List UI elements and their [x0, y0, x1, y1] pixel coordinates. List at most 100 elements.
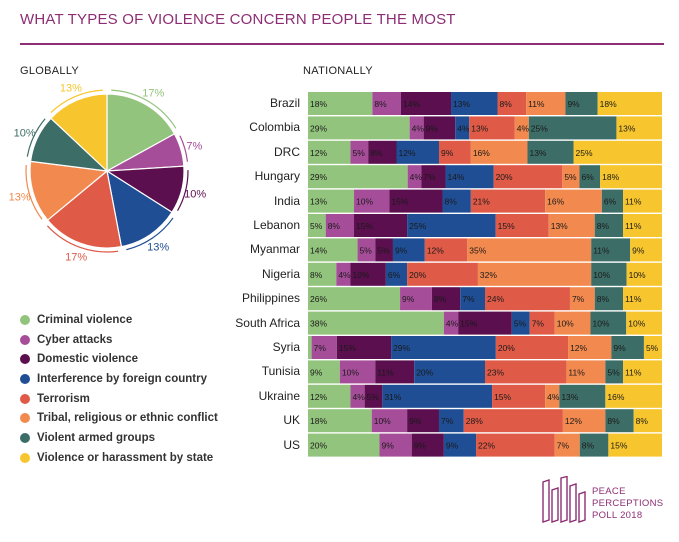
bar-value-label: 15% [391, 197, 408, 207]
bar-value-label: 8% [607, 416, 620, 426]
bar-value-label: 7% [572, 294, 585, 304]
bar-segment-hungary-cyber-attacks [407, 165, 422, 189]
bar-value-label: 25% [531, 123, 548, 133]
bar-value-label: 9% [426, 123, 439, 133]
bar-value-label: 11% [568, 367, 585, 377]
bar-value-label: 11% [377, 367, 394, 377]
bar-value-label: 13% [551, 221, 568, 231]
bar-value-label: 13% [618, 123, 635, 133]
bar-value-label: 9% [409, 416, 422, 426]
bar-segment-hungary-violent-armed-groups [579, 165, 601, 189]
bar-value-label: 5% [646, 343, 659, 353]
bar-value-label: 13% [453, 99, 470, 109]
bar-value-label: 16% [607, 392, 624, 402]
bar-value-label: 4% [338, 270, 351, 280]
bar-value-label: 5% [352, 148, 365, 158]
bar-segment-hungary-terrorism [493, 165, 563, 189]
bar-value-label: 4% [457, 123, 470, 133]
bar-segment-syria-tribal-religious-or-ethnic-conflict [568, 336, 612, 359]
bar-value-label: 8% [328, 221, 341, 231]
bar-segment-nigeria-terrorism [407, 262, 478, 286]
bar-segment-syria-criminal-violence [308, 336, 312, 359]
bar-value-label: 8% [445, 197, 458, 207]
country-label-india: India [273, 193, 300, 208]
bar-value-label: 7% [423, 172, 436, 182]
bar-value-label: 20% [310, 441, 327, 451]
bar-value-label: 5% [360, 245, 373, 255]
bar-segment-uk-interference-by-foreign-country [438, 409, 464, 433]
country-label-philippines: Philippines [241, 291, 300, 306]
pie-slice-criminal-violence [106, 93, 176, 173]
legend-item-violent-armed-groups: Violent armed groups [20, 428, 218, 448]
bar-segment-ukraine-interference-by-foreign-country [382, 384, 493, 408]
bar-value-label: 5% [607, 367, 620, 377]
bar-value-label: 10% [352, 270, 369, 280]
bar-segment-drc-violent-armed-groups [527, 140, 574, 164]
bar-value-label: 11% [625, 367, 642, 377]
bar-value-label: 28% [466, 416, 483, 426]
bar-value-label: 25% [409, 221, 426, 231]
bar-segment-brazil-violent-armed-groups [565, 92, 598, 115]
pie-bracket [25, 165, 43, 220]
bar-value-label: 10% [356, 197, 373, 207]
bar-value-label: 15% [610, 441, 627, 451]
bar-value-label: 4% [352, 392, 365, 402]
bar-segment-lebanon-cyber-attacks [325, 214, 355, 237]
pie-slice-violence-or-harassment-by-state [50, 93, 108, 173]
pie-value-label: 13% [147, 241, 169, 253]
bar-segment-tunisia-cyber-attacks [339, 360, 376, 384]
pie-value-label: 10% [14, 127, 36, 139]
bar-segment-us-criminal-violence [308, 433, 380, 457]
bar-value-label: 11% [528, 99, 545, 109]
bar-value-label: 18% [310, 416, 327, 426]
bar-segment-nigeria-tribal-religious-or-ethnic-conflict [477, 262, 592, 286]
bar-value-label: 25% [576, 148, 593, 158]
national-stacked-bar-chart: 18% 8% 14% 13% 8% 11% 9% 18%29% 4% 9% 4% 13% 4% 25% 13… [308, 92, 662, 457]
pie-value-label: 13% [9, 191, 31, 203]
bar-segment-philippines-domestic-violence [431, 287, 461, 311]
bar-value-label: 7% [462, 294, 475, 304]
legend-label: Interference by foreign country [37, 372, 207, 385]
bar-segment-nigeria-domestic-violence [350, 262, 386, 286]
bar-segment-south-africa-interference-by-foreign-country [511, 311, 530, 335]
bar-value-label: 9% [441, 148, 454, 158]
legend-item-tribal-religious-or-ethnic-conflict: Tribal, religious or ethnic conflict [20, 408, 218, 428]
legend-swatch [20, 354, 30, 365]
bar-segment-philippines-violence-or-harassment-by-state [623, 287, 662, 311]
bar-segment-ukraine-criminal-violence [308, 384, 351, 408]
bar-segment-us-tribal-religious-or-ethnic-conflict [554, 433, 580, 457]
bar-value-label: 15% [356, 221, 373, 231]
bar-value-label: 10% [374, 416, 391, 426]
pie-slice-terrorism [46, 169, 123, 249]
bar-segment-colombia-terrorism [469, 116, 515, 140]
bar-segment-lebanon-interference-by-foreign-country [407, 214, 496, 237]
country-label-hungary: Hungary [254, 169, 300, 184]
logo-line-3a: POLL [592, 510, 618, 521]
bar-value-label: 8% [310, 270, 323, 280]
bar-segment-brazil-violence-or-harassment-by-state [597, 92, 662, 115]
bar-segment-tunisia-violence-or-harassment-by-state [623, 360, 662, 384]
bar-value-label: 13% [310, 197, 327, 207]
bar-segment-drc-criminal-violence [308, 140, 351, 164]
bar-value-label: 5% [377, 245, 390, 255]
bar-value-label: 5% [514, 319, 527, 329]
bar-segment-ukraine-violent-armed-groups [559, 384, 606, 408]
nationally-heading: NATIONALLY [303, 65, 373, 77]
pie-bracket [177, 170, 189, 212]
bar-segment-colombia-violence-or-harassment-by-state [616, 116, 662, 140]
legend-swatch [20, 413, 30, 424]
bar-value-label: 11% [625, 294, 642, 304]
global-pie-chart: 17% 7% 10% 13% 17% 13% 10% 13% [9, 82, 207, 263]
bar-segment-uk-terrorism [463, 409, 563, 433]
bar-segment-lebanon-tribal-religious-or-ethnic-conflict [548, 214, 595, 237]
bar-value-label: 12% [310, 148, 327, 158]
legend-label: Criminal violence [37, 313, 133, 326]
logo-line-2: PERCEPTIONS [592, 498, 664, 509]
bar-segment-uk-tribal-religious-or-ethnic-conflict [562, 409, 606, 433]
bar-value-label: 12% [565, 416, 582, 426]
bar-value-label: 15% [494, 392, 511, 402]
bar-segment-syria-cyber-attacks [311, 336, 337, 359]
bar-segment-ukraine-tribal-religious-or-ethnic-conflict [545, 384, 560, 408]
bar-segment-india-violence-or-harassment-by-state [623, 189, 662, 213]
bar-segment-myanmar-cyber-attacks [357, 238, 376, 262]
